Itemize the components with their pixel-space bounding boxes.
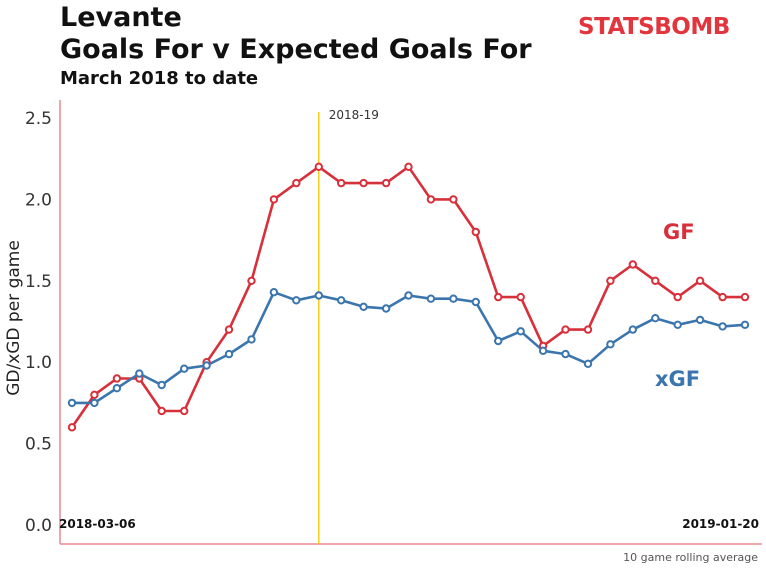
footnote: 10 game rolling average — [623, 551, 758, 564]
data-point-xgf — [247, 335, 256, 344]
data-point-gf — [314, 162, 323, 172]
series-label-xgf: xGF — [655, 367, 700, 391]
data-point-gf — [561, 325, 570, 334]
data-point-xgf — [628, 325, 637, 334]
data-point-gf — [404, 162, 413, 172]
data-point-xgf — [718, 322, 727, 331]
data-point-gf — [606, 276, 615, 285]
data-point-gf — [695, 276, 705, 285]
data-point-gf — [180, 406, 189, 416]
axes — [59, 100, 762, 545]
data-point-xgf — [471, 297, 480, 307]
data-point-xgf — [538, 346, 548, 355]
data-point-xgf — [202, 361, 211, 370]
data-point-gf — [516, 292, 525, 302]
data-point-xgf — [651, 314, 660, 323]
data-point-gf — [247, 276, 256, 285]
data-point-xgf — [404, 291, 413, 300]
data-point-gf — [337, 178, 346, 188]
data-point-xgf — [135, 369, 144, 378]
series-label-gf: GF — [663, 220, 695, 244]
data-point-xgf — [359, 302, 368, 311]
data-point-gf — [224, 325, 234, 334]
chart-title-team: Levante — [60, 2, 182, 33]
data-point-gf — [673, 292, 682, 302]
season-marker: 2018-19 — [318, 108, 379, 544]
data-point-xgf — [583, 359, 593, 368]
data-point-gf — [628, 260, 637, 269]
data-point-xgf — [157, 380, 166, 390]
data-point-gf — [494, 292, 503, 302]
data-point-xgf — [606, 340, 615, 349]
y-axis-label: GD/xGD per game — [4, 240, 24, 396]
data-point-gf — [157, 406, 166, 416]
data-point-gf — [292, 178, 301, 188]
data-point-xgf — [269, 288, 279, 297]
start-date-label: 2018-03-06 — [59, 517, 136, 531]
chart-title: Goals For v Expected Goals For — [60, 34, 532, 65]
data-point-gf — [651, 276, 660, 285]
y-tick-label: 1.5 — [25, 272, 52, 292]
data-point-gf — [740, 292, 750, 302]
data-point-xgf — [449, 294, 458, 303]
data-point-gf — [426, 195, 436, 204]
data-point-gf — [449, 195, 458, 204]
y-tick-label: 2.0 — [25, 190, 52, 210]
y-tick-label: 1.0 — [25, 353, 52, 373]
data-point-xgf — [673, 320, 682, 329]
series-points — [67, 162, 750, 432]
data-point-xgf — [516, 327, 525, 336]
data-point-gf — [359, 178, 368, 188]
data-point-xgf — [67, 398, 77, 408]
data-point-xgf — [561, 349, 570, 359]
y-tick-label: 0.5 — [25, 435, 52, 455]
end-date-label: 2019-01-20 — [682, 517, 759, 531]
data-point-xgf — [314, 291, 323, 300]
data-point-xgf — [112, 384, 122, 393]
data-point-xgf — [381, 304, 391, 313]
data-point-gf — [381, 178, 391, 188]
data-point-xgf — [337, 296, 346, 305]
data-point-gf — [90, 390, 99, 399]
data-point-xgf — [494, 336, 503, 346]
data-point-gf — [269, 195, 279, 204]
data-point-xgf — [695, 315, 705, 325]
y-tick-label: 0.0 — [25, 516, 52, 536]
data-point-xgf — [740, 320, 750, 329]
data-point-xgf — [292, 296, 301, 305]
y-axis-ticks: 0.0 0.5 1.0 1.5 2.0 2.5 — [25, 109, 52, 536]
data-point-xgf — [426, 294, 436, 303]
chart-subtitle: March 2018 to date — [60, 68, 259, 89]
data-point-gf — [67, 423, 77, 432]
season-marker-label: 2018-19 — [329, 108, 379, 122]
data-point-gf — [112, 374, 122, 383]
data-point-xgf — [180, 364, 189, 373]
statsbomb-logo: STATSBOMB — [578, 14, 730, 40]
series-line-xgf — [72, 290, 746, 405]
data-point-gf — [718, 292, 727, 302]
data-point-xgf — [224, 349, 234, 359]
data-point-xgf — [90, 398, 99, 408]
data-point-gf — [583, 325, 593, 334]
data-point-gf — [471, 227, 480, 237]
y-tick-label: 2.5 — [25, 109, 52, 129]
